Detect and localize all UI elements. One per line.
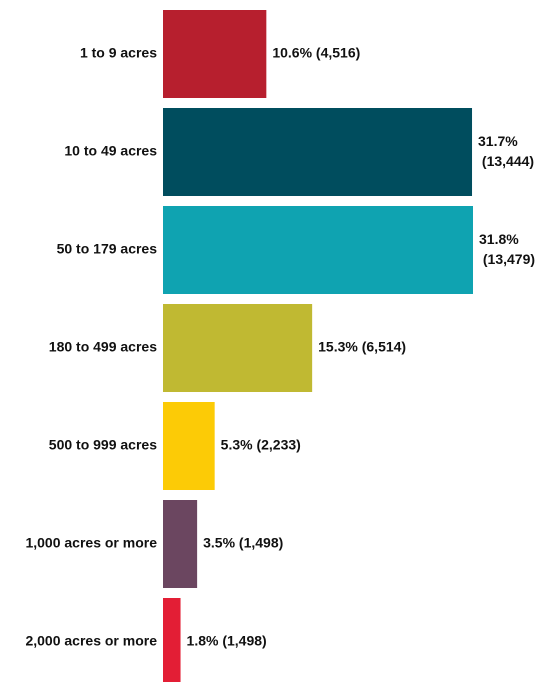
category-label: 2,000 acres or more xyxy=(25,633,157,649)
value-label: 3.5% (1,498) xyxy=(203,535,283,551)
value-label-line: (13,479) xyxy=(479,251,535,267)
value-label: 1.8% (1,498) xyxy=(187,633,267,649)
value-label: 31.7% (13,444) xyxy=(478,133,534,169)
category-label: 1,000 acres or more xyxy=(25,535,157,551)
value-label-line: (13,444) xyxy=(478,153,534,169)
category-label: 180 to 499 acres xyxy=(49,339,157,355)
value-label: 10.6% (4,516) xyxy=(272,45,360,61)
value-label: 5.3% (2,233) xyxy=(221,437,301,453)
category-label: 1 to 9 acres xyxy=(80,45,157,61)
bar xyxy=(163,108,473,196)
value-label-line: 31.8% xyxy=(479,231,519,247)
bar xyxy=(163,206,473,294)
category-label: 10 to 49 acres xyxy=(64,143,157,159)
bar xyxy=(163,402,215,490)
bar xyxy=(163,10,267,98)
value-label: 31.8% (13,479) xyxy=(479,231,535,267)
value-label-line: 31.7% xyxy=(478,133,518,149)
bar xyxy=(163,598,181,682)
category-label: 50 to 179 acres xyxy=(57,241,158,257)
category-label: 500 to 999 acres xyxy=(49,437,157,453)
bar xyxy=(163,304,313,392)
value-label: 15.3% (6,514) xyxy=(318,339,406,355)
bar xyxy=(163,500,198,588)
